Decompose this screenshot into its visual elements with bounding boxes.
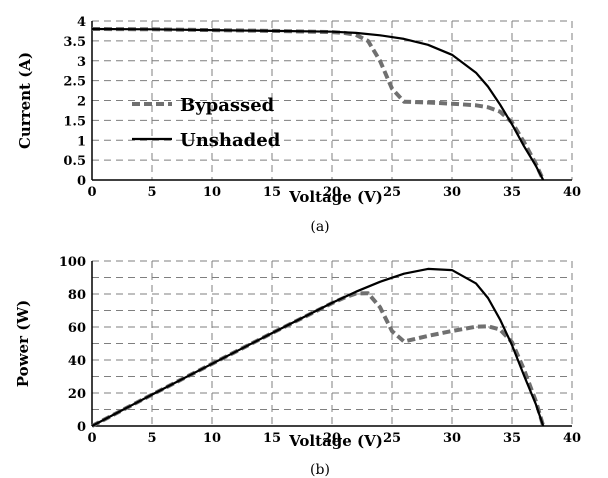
y-tick-label: 3.5 [63,35,86,50]
y-tick-label: 3 [77,55,86,70]
panel-caption: (a) [310,219,329,235]
y-tick-label: 0 [77,174,86,189]
x-tick-label: 5 [147,185,156,200]
y-tick-label: 40 [68,354,86,369]
legend: Bypassed Unshaded [132,95,281,151]
y-tick-label: 2.5 [63,75,86,90]
x-tick-label: 35 [503,431,521,446]
x-tick-label: 40 [563,185,581,200]
y-tick-label: 1 [77,134,86,149]
gridlines [92,260,573,426]
gridlines [92,20,573,180]
series-line-unshaded [91,27,545,181]
x-tick-label: 20 [323,431,341,446]
x-axis-label: Voltage (V) [288,432,383,450]
y-axis-label: Power (W) [14,300,32,388]
y-axis-label: Current (A) [16,52,34,149]
series-line-unshaded [91,267,545,427]
x-tick-label: 10 [203,185,221,200]
y-tick-label: 2 [77,95,86,110]
x-tick-label: 15 [263,431,281,446]
y-tick-label: 20 [68,387,86,402]
x-tick-label: 5 [147,431,156,446]
x-tick-label: 25 [383,431,401,446]
y-tick-label: 0.5 [63,154,86,169]
x-tick-label: 0 [87,431,96,446]
panel-a-current-voltage-chart: 0 5 10 15 20 25 30 35 40 0 0.5 1 1.5 2 2.5 3 3.5 4 Voltage… [16,15,581,235]
y-tick-label: 100 [59,255,86,270]
x-tick-label: 30 [443,185,461,200]
y-tick-label: 80 [68,288,86,303]
panel-caption: (b) [310,462,330,478]
x-tick-label: 10 [203,431,221,446]
x-axis-label: Voltage (V) [288,188,383,206]
x-tick-label: 25 [383,185,401,200]
x-tick-label: 40 [563,431,581,446]
x-tick-label: 30 [443,431,461,446]
series-line-bypassed [91,291,546,428]
x-tick-label: 20 [323,185,341,200]
x-tick-label: 35 [503,185,521,200]
legend-label-bypassed: Bypassed [180,95,275,116]
x-tick-label: 0 [87,185,96,200]
y-tick-label: 4 [77,15,86,30]
y-tick-label: 60 [68,321,86,336]
y-tick-label: 1.5 [63,114,86,129]
legend-label-unshaded: Unshaded [180,130,281,151]
x-tick-label: 15 [263,185,281,200]
y-tick-label: 0 [77,420,86,435]
panel-b-power-voltage-chart: 0 5 10 15 20 25 30 35 40 0 20 40 60 80 100 Voltage (V) P… [14,255,581,478]
